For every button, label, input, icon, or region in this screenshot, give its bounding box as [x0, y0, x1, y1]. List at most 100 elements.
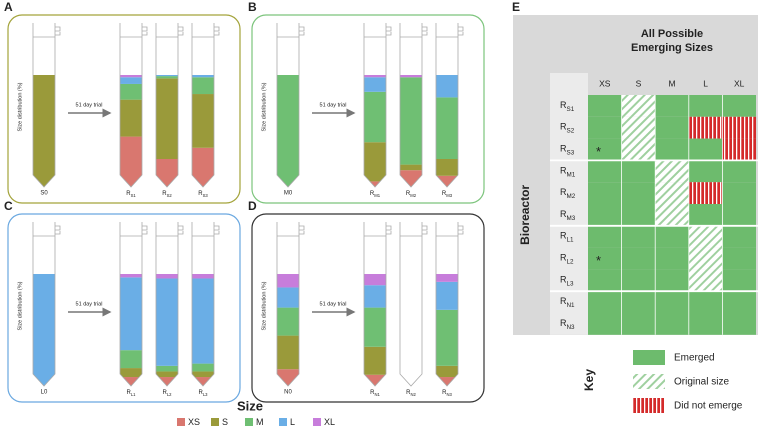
- label-sub: S3: [567, 150, 575, 157]
- label-sub: S1: [131, 193, 137, 198]
- row-axis-label: Bioreactor: [518, 185, 532, 245]
- tube-segment: [156, 365, 178, 372]
- panel-letter: B: [248, 0, 257, 14]
- tube-segment: [436, 309, 458, 366]
- tube-label: RM2: [406, 191, 417, 198]
- grid-cell: [588, 269, 622, 292]
- grid-cell: [588, 95, 622, 117]
- label-main: R: [406, 390, 411, 396]
- label-main: R: [560, 144, 567, 154]
- tube-segment: [277, 75, 299, 187]
- tube-outline: [32, 23, 61, 188]
- grid-cell: [722, 269, 756, 292]
- tube-segment: [156, 76, 178, 79]
- grid-cell: [588, 313, 622, 335]
- label-main: R: [560, 318, 567, 328]
- label-main: R: [370, 191, 375, 197]
- label-sub: S1: [567, 106, 575, 113]
- tube-segment: [364, 274, 386, 286]
- label-sub: M3: [567, 215, 576, 222]
- panel-letter: E: [512, 0, 520, 14]
- tube-label: L0: [41, 390, 48, 396]
- row-label: RL1: [560, 231, 574, 244]
- grid-cell: [621, 138, 656, 161]
- label-sub: L1: [131, 392, 136, 397]
- grid-cell: [588, 116, 622, 139]
- label-main: R: [370, 390, 375, 396]
- tube-label: RL3: [198, 390, 208, 397]
- tube-label: RM3: [442, 191, 453, 198]
- y-axis-label: Size distribution (%): [17, 281, 23, 330]
- grid-cell: [722, 204, 756, 226]
- tube-segment: [192, 147, 214, 187]
- grid-cell: [722, 247, 756, 270]
- tube-segment: [277, 287, 299, 308]
- legend-label: M: [256, 417, 264, 427]
- key-swatch: [633, 374, 665, 389]
- key-title: Key: [582, 369, 596, 391]
- arrow-label: 51 day trial: [76, 301, 103, 307]
- grid-cell: [688, 204, 723, 226]
- tube-segment: [277, 274, 299, 288]
- grid-cell: [655, 95, 689, 117]
- tube-segment: [120, 136, 142, 187]
- tube-outline: [32, 222, 61, 387]
- grid-cell: [588, 225, 622, 248]
- row-label: RN1: [560, 296, 575, 309]
- grid-cell: [588, 160, 622, 183]
- grid-cell: [688, 182, 723, 204]
- tube-segment: [364, 374, 386, 386]
- tube-outline: [119, 222, 148, 387]
- arrow-label: 51 day trial: [76, 102, 103, 108]
- key-label: Emerged: [674, 353, 715, 364]
- legend-label: XL: [324, 417, 335, 427]
- label-sub: N2: [410, 392, 416, 397]
- label-sub: S2: [567, 128, 575, 135]
- tube-outline: [276, 23, 305, 188]
- grid-cell: [655, 247, 689, 270]
- legend-swatch: [177, 418, 185, 426]
- grid-cell: [621, 269, 656, 292]
- label-main: R: [162, 390, 167, 396]
- label-main: R: [126, 191, 131, 197]
- panel-letter: D: [248, 199, 257, 213]
- tube-segment: [436, 274, 458, 282]
- tube-segment: [364, 142, 386, 182]
- label-main: R: [560, 100, 567, 110]
- row-label: RL2: [560, 253, 574, 266]
- tube-outline: [155, 222, 184, 387]
- grid-cell: [722, 313, 756, 335]
- tube-segment: [120, 99, 142, 137]
- legend-swatch: [245, 418, 253, 426]
- y-axis-label: Size distribution (%): [261, 82, 267, 131]
- y-axis-label: Size distribution (%): [261, 281, 267, 330]
- column-label: M: [668, 78, 675, 88]
- tube-segment: [192, 75, 214, 78]
- column-label: S: [636, 78, 642, 88]
- grid-title: All Possible: [641, 28, 703, 40]
- panel-box: [251, 14, 485, 204]
- tube-segment: [120, 377, 142, 386]
- tube-segment: [400, 75, 422, 78]
- grid-cell: [621, 291, 656, 313]
- label-sub: N3: [446, 392, 452, 397]
- grid-cell: [621, 204, 656, 226]
- arrow-label: 51 day trial: [320, 301, 347, 307]
- tube-segment: [364, 181, 386, 187]
- tube-segment: [400, 164, 422, 171]
- grid-cell: [722, 160, 756, 183]
- tube-outline: [191, 222, 220, 387]
- label-sub: M3: [446, 193, 452, 198]
- label-sub: L1: [567, 237, 575, 244]
- label-sub: S2: [167, 193, 173, 198]
- key-swatch: [633, 398, 665, 413]
- row-label: RM1: [560, 166, 576, 179]
- tube-segment: [156, 75, 178, 77]
- arrow-label: 51 day trial: [320, 102, 347, 108]
- cell-note: *: [596, 253, 601, 268]
- tube-segment: [364, 285, 386, 308]
- grid-cell: [688, 160, 723, 183]
- grid-cell: [688, 138, 723, 161]
- grid-cell: [621, 182, 656, 204]
